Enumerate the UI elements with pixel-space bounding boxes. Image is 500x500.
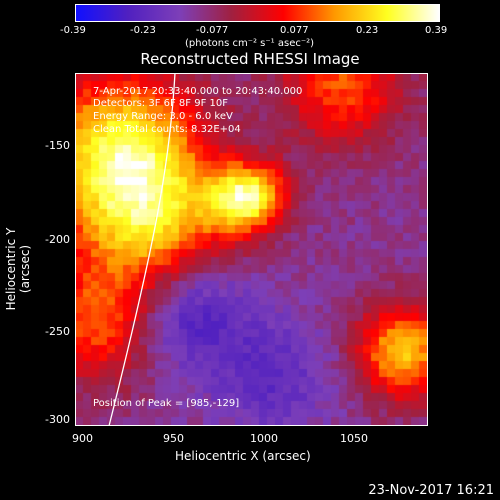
colorbar-tick: -0.39: [60, 25, 86, 36]
y-tick: -300: [45, 413, 70, 426]
plot-frame: [75, 73, 428, 426]
y-tick: -150: [45, 139, 70, 152]
colorbar-tick: 0.077: [280, 25, 309, 36]
image-title: Reconstructed RHESSI Image: [140, 50, 360, 68]
info-clean: Clean Total counts: 8.32E+04: [93, 124, 241, 135]
solar-limb-line: [108, 73, 176, 426]
colorbar-tick: -0.23: [130, 25, 156, 36]
info-detectors: Detectors: 3F 6F 8F 9F 10F: [93, 98, 228, 109]
info-peak-position: Position of Peak = [985,-129]: [93, 398, 240, 409]
y-axis-label: Heliocentric Y (arcsec): [4, 227, 32, 311]
x-tick: 1000: [250, 432, 278, 445]
info-energy: Energy Range: 3.0 - 6.0 keV: [93, 111, 233, 122]
limb-overlay: [108, 73, 176, 426]
x-tick: 900: [72, 432, 93, 445]
colorbar-tick: 0.39: [425, 25, 448, 36]
x-axis-label: Heliocentric X (arcsec): [175, 449, 311, 463]
timestamp: 23-Nov-2017 16:21: [368, 483, 494, 498]
y-tick: -200: [45, 233, 70, 246]
rhessi-image: [75, 73, 428, 426]
colorbar-tick: -0.077: [196, 25, 229, 36]
y-tick: -250: [45, 325, 70, 338]
x-tick: 950: [163, 432, 184, 445]
colorbar-unit-label: (photons cm⁻² s⁻¹ asec⁻²): [185, 38, 315, 49]
info-time: 7-Apr-2017 20:33:40.000 to 20:43:40.000: [93, 86, 303, 97]
colorbar-tick: 0.23: [356, 25, 379, 36]
x-tick: 1050: [340, 432, 368, 445]
colorbar: [75, 4, 440, 22]
